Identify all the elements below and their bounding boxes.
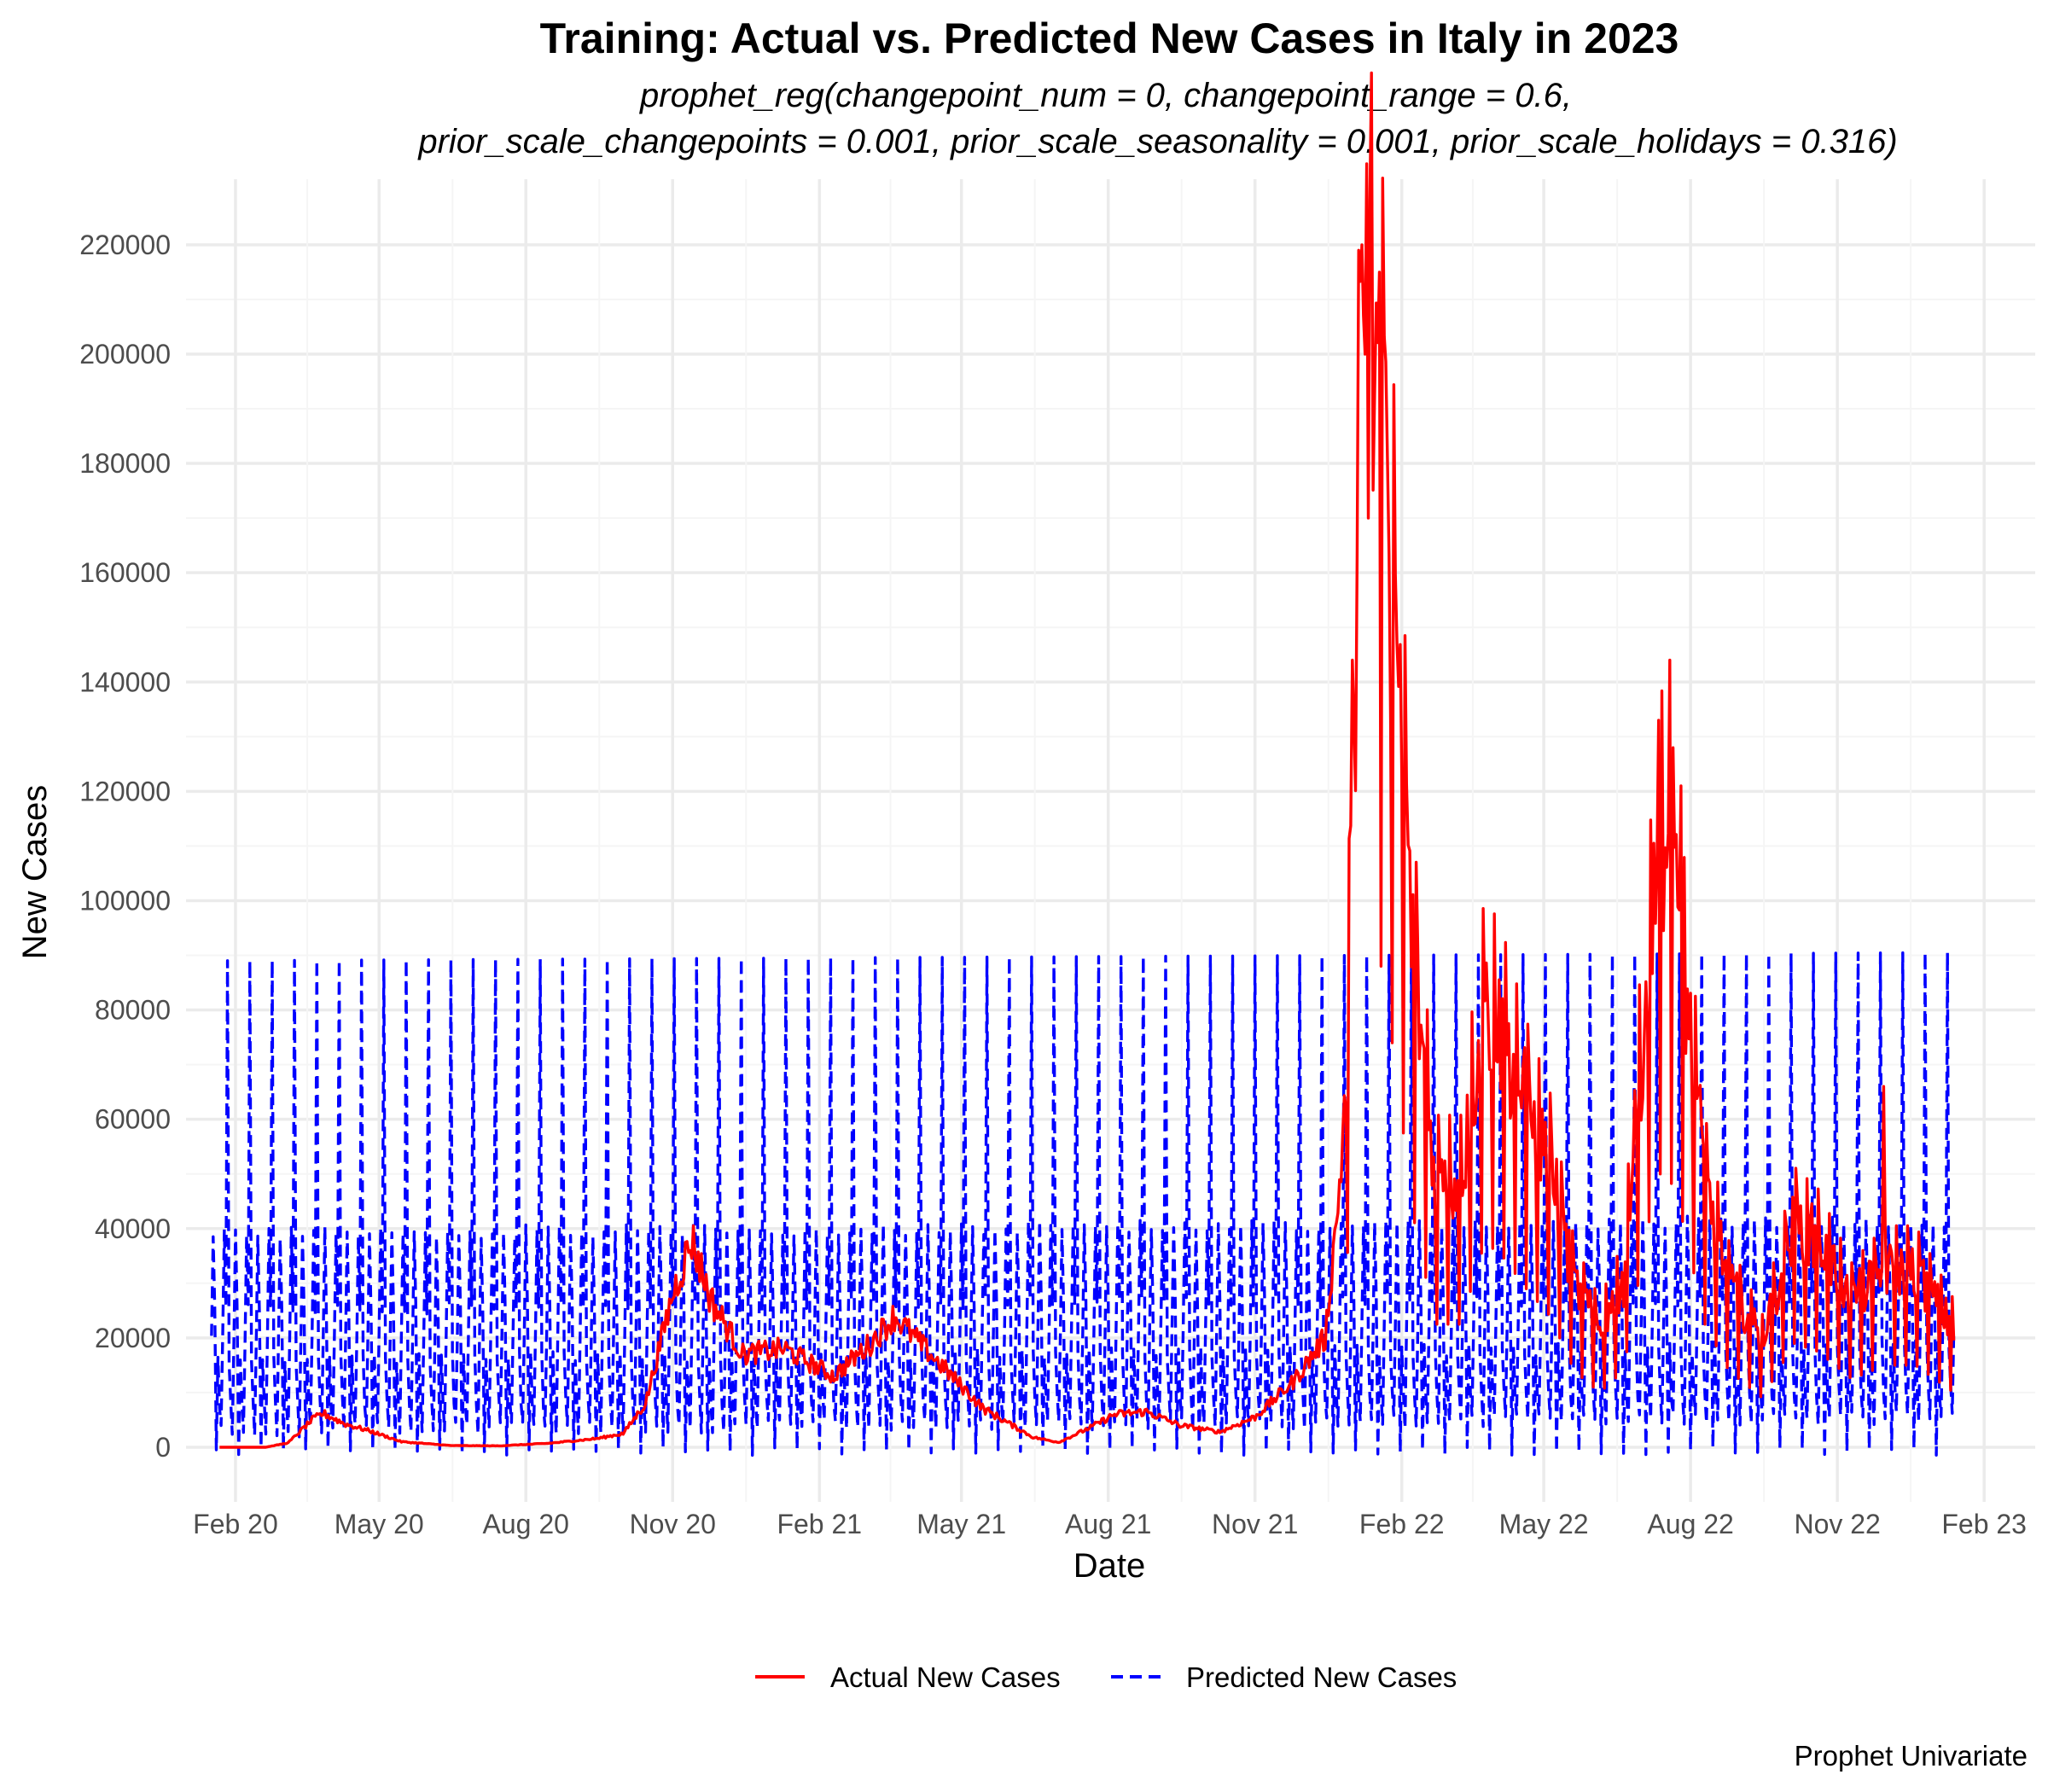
x-tick-label: Nov 22: [1794, 1509, 1880, 1539]
chart-caption: Prophet Univariate: [1795, 1740, 2028, 1772]
x-tick-label: Nov 21: [1212, 1509, 1298, 1539]
y-tick-label: 80000: [95, 995, 171, 1026]
legend-label-predicted: Predicted New Cases: [1186, 1661, 1457, 1693]
y-tick-label: 200000: [79, 339, 171, 369]
y-axis-label: New Cases: [16, 785, 54, 960]
actual-line: [219, 71, 1956, 1449]
chart-subtitle-line-2: prior_scale_changepoints = 0.001, prior_…: [417, 123, 1897, 160]
x-tick-label: Aug 20: [483, 1509, 569, 1539]
y-tick-label: 140000: [79, 666, 171, 697]
x-tick-label: Aug 21: [1065, 1509, 1151, 1539]
x-tick-label: Nov 20: [630, 1509, 716, 1539]
x-axis-ticks: Feb 20 May 20 Aug 20 Nov 20 Feb 21 May 21 Aug …: [193, 1509, 2027, 1539]
series-predicted: [210, 951, 1956, 1457]
x-tick-label: Feb 21: [777, 1509, 862, 1539]
y-axis-ticks: 0 20000 40000 60000 80000 100000 120000 140000 1…: [79, 230, 171, 1463]
grid: [186, 179, 2035, 1502]
legend-label-actual: Actual New Cases: [830, 1661, 1061, 1693]
y-tick-label: 180000: [79, 448, 171, 479]
x-axis-label: Date: [1073, 1547, 1146, 1585]
chart-subtitle-line-1: prophet_reg(changepoint_num = 0, changep…: [639, 77, 1572, 114]
x-tick-label: Feb 23: [1941, 1509, 2027, 1539]
x-tick-label: Feb 22: [1359, 1509, 1445, 1539]
x-tick-label: May 22: [1499, 1509, 1589, 1539]
y-tick-label: 40000: [95, 1213, 171, 1244]
y-tick-label: 160000: [79, 557, 171, 588]
predicted-line: [210, 951, 1956, 1457]
y-tick-label: 0: [155, 1432, 171, 1463]
y-tick-label: 220000: [79, 230, 171, 260]
y-tick-label: 60000: [95, 1104, 171, 1135]
series-actual: [219, 71, 1956, 1449]
x-tick-label: Feb 20: [193, 1509, 278, 1539]
chart-title: Training: Actual vs. Predicted New Cases…: [540, 15, 1679, 62]
y-tick-label: 120000: [79, 776, 171, 806]
legend: Actual New Cases Predicted New Cases: [755, 1661, 1457, 1693]
y-tick-label: 100000: [79, 885, 171, 916]
x-tick-label: May 20: [335, 1509, 424, 1539]
x-tick-label: Aug 22: [1647, 1509, 1733, 1539]
y-tick-label: 20000: [95, 1323, 171, 1353]
x-tick-label: May 21: [916, 1509, 1006, 1539]
